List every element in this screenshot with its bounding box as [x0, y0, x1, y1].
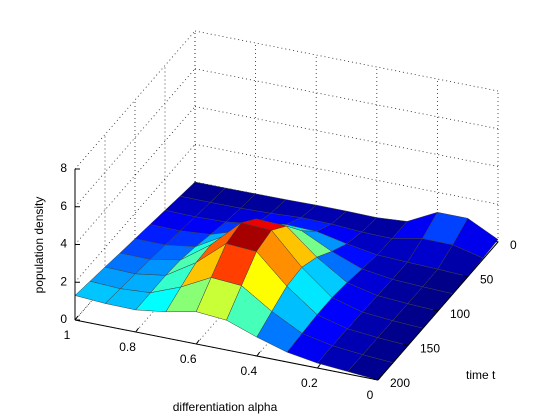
grid-line: [74, 68, 196, 208]
y-tick-mark: [462, 275, 469, 277]
z-tick-label: 4: [60, 237, 67, 251]
x-axis-line: [74, 319, 379, 381]
x-tick-label: 0.2: [301, 376, 318, 390]
x-tick-mark: [74, 315, 79, 321]
z-tick-label: 0: [60, 312, 67, 326]
x-tick-mark: [316, 363, 321, 369]
x-tick-mark: [135, 327, 140, 333]
y-tick-mark: [432, 309, 439, 312]
z-tick-label: 8: [60, 161, 67, 175]
x-tick-mark: [195, 339, 200, 345]
x-axis-label: differentiation alpha: [173, 400, 278, 414]
x-tick-label: 0: [367, 388, 374, 402]
x-tick-mark: [256, 351, 261, 357]
grid-line: [74, 30, 196, 170]
y-tick-label: 200: [390, 376, 410, 390]
grid-line: [74, 143, 196, 283]
axes: 0 2 4 6 8 0 0.2 0.4 0.6 0.8 1 0 50 100 150 200: [60, 161, 517, 402]
y-tick-mark: [492, 240, 499, 243]
x-tick-label: 1: [64, 328, 71, 342]
y-tick-label: 50: [480, 273, 494, 287]
y-tick-mark: [372, 378, 379, 381]
z-tick-label: 6: [60, 199, 67, 213]
z-axis-label: population density: [32, 197, 46, 294]
y-tick-mark: [402, 344, 409, 346]
y-tick-label: 0: [510, 238, 517, 252]
x-tick-label: 0.8: [119, 340, 136, 354]
y-tick-label: 100: [450, 307, 470, 321]
grid-line: [195, 205, 317, 345]
x-tick-mark: [377, 375, 382, 381]
z-tick-label: 2: [60, 274, 67, 288]
x-tick-label: 0.4: [240, 364, 257, 378]
y-tick-label: 150: [420, 342, 440, 356]
y-axis-label: time t: [466, 368, 496, 382]
surface: [74, 181, 499, 381]
x-tick-label: 0.6: [180, 352, 197, 366]
grid-line: [74, 106, 196, 245]
